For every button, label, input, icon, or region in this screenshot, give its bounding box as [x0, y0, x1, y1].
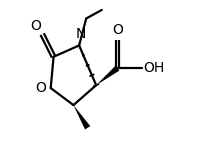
- Text: OH: OH: [143, 61, 164, 75]
- Text: O: O: [36, 81, 47, 95]
- Text: O: O: [30, 19, 41, 33]
- Text: N: N: [75, 27, 86, 41]
- Text: O: O: [112, 23, 123, 37]
- Polygon shape: [73, 105, 90, 130]
- Polygon shape: [96, 66, 119, 85]
